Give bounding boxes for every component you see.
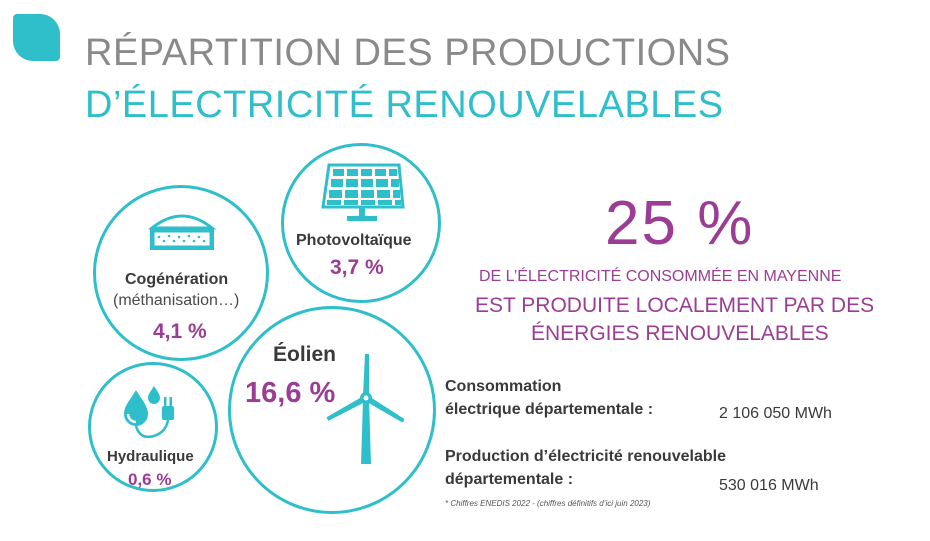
highlight-line2: EST PRODUITE LOCALEMENT PAR DES [475,294,875,317]
photovoltaique-value: 3,7 % [330,256,384,279]
cogeneration-label: Cogénération [125,271,229,288]
eolien-value: 16,6 % [245,377,336,409]
production-value: 530 016 MWh [719,477,819,494]
production-label-line2: départementale : [445,471,574,488]
cogeneration-value: 4,1 % [153,320,207,343]
cogeneration-sublabel: (méthanisation…) [113,292,240,309]
production-label-line1: Production d’électricité renouvelable [445,448,726,465]
consumption-label-line1: Consommation [445,378,562,395]
consumption-label-line2: électrique départementale : [445,401,654,418]
highlight-percent: 25 % [605,189,755,258]
hydraulique-value: 0,6 % [128,470,172,489]
brand-logo-mark [13,14,60,61]
cogeneration-circle [93,185,269,361]
photovoltaique-label: Photovoltaïque [296,232,412,249]
wind-turbine-icon [326,354,405,464]
highlight-line3: ÉNERGIES RENOUVELABLES [531,322,829,345]
page-title-line2: D’ÉLECTRICITÉ RENOUVELABLES [85,84,724,126]
highlight-line1: DE L’ÉLECTRICITÉ CONSOMMÉE EN MAYENNE [479,268,842,285]
hydraulique-circle [88,362,218,492]
biogas-dome-icon [147,214,217,250]
water-drop-plug-icon [124,386,174,439]
hydraulique-label: Hydraulique [107,448,194,465]
page-title-line1: RÉPARTITION DES PRODUCTIONS [85,32,731,74]
eolien-label: Éolien [273,343,337,366]
footnote: * Chiffres ENEDIS 2022 - (chiffres défin… [445,499,651,508]
consumption-value: 2 106 050 MWh [719,405,832,422]
eolien-circle [228,306,436,514]
solar-panel-icon [321,163,405,221]
